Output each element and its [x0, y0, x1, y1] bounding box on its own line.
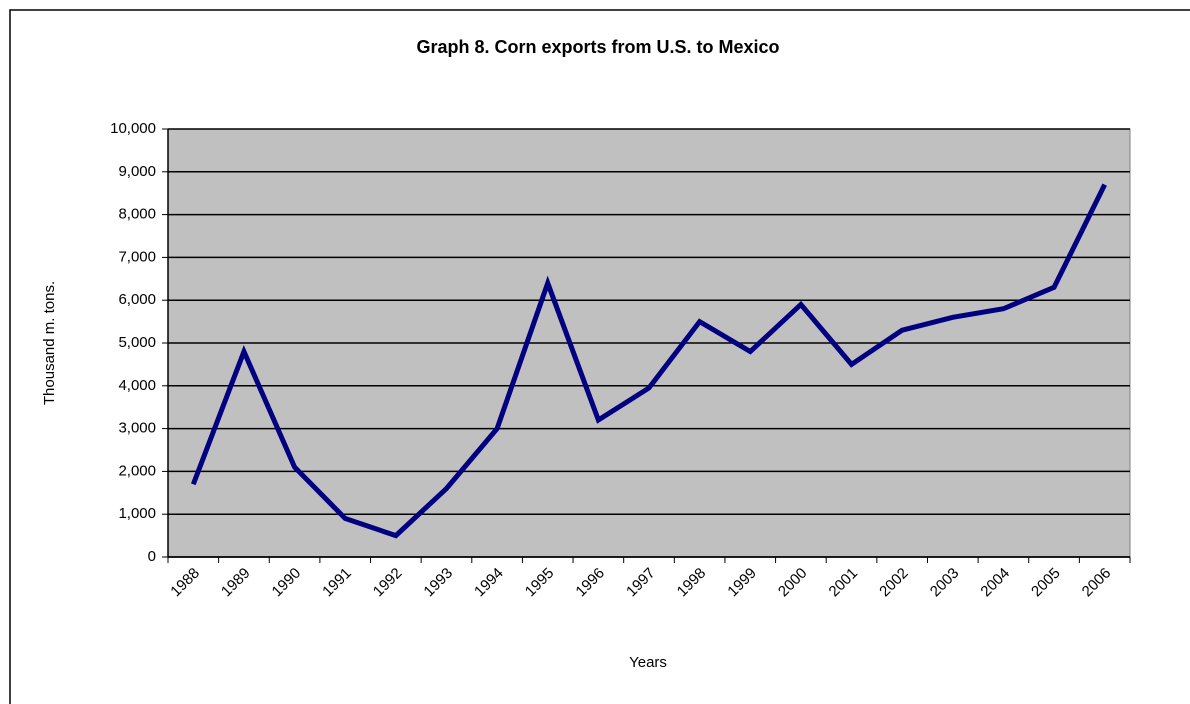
chart-title: Graph 8. Corn exports from U.S. to Mexic…	[416, 37, 779, 57]
y-tick-label: 10,000	[110, 120, 156, 137]
y-tick-label: 8,000	[118, 206, 156, 223]
y-tick-label: 6,000	[118, 291, 156, 308]
y-tick-label: 5,000	[118, 334, 156, 351]
y-axis-label: Thousand m. tons.	[41, 281, 58, 405]
y-tick-label: 4,000	[118, 377, 156, 394]
y-tick-label: 2,000	[118, 462, 156, 479]
x-axis-label: Years	[629, 654, 667, 671]
data-line	[190, 183, 1107, 539]
y-tick-label: 0	[148, 548, 156, 565]
y-tick-label: 9,000	[118, 163, 156, 180]
y-tick-label: 1,000	[118, 505, 156, 522]
y-tick-label: 7,000	[118, 248, 156, 265]
y-tick-label: 3,000	[118, 420, 156, 437]
